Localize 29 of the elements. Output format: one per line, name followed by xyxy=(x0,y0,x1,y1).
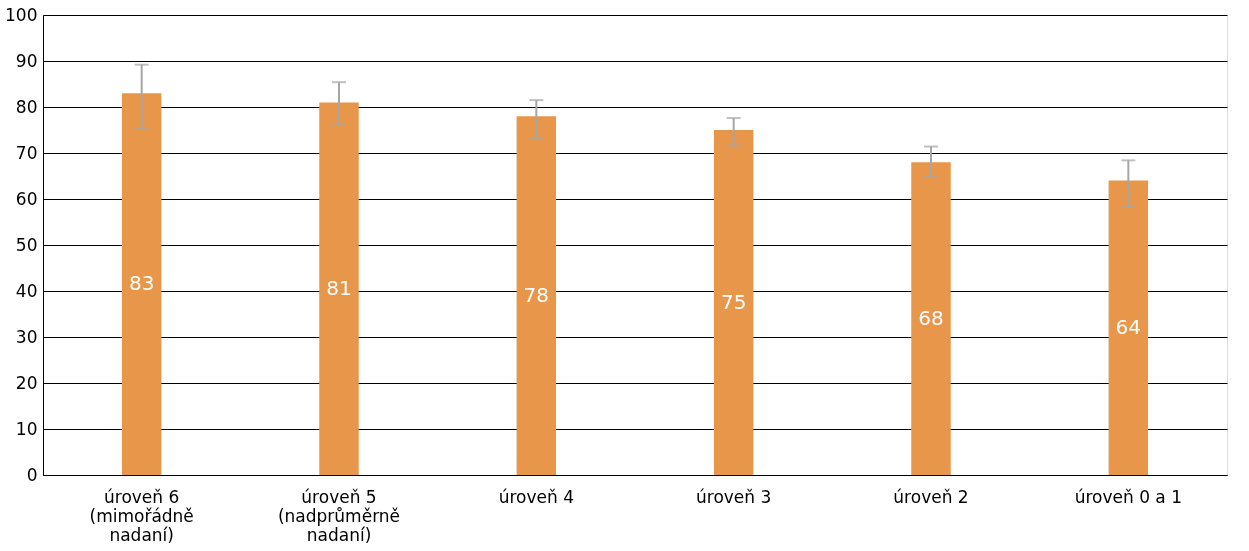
x-tick-label: úroveň 2 xyxy=(893,486,969,507)
data-label: 78 xyxy=(523,282,550,307)
y-tick-label: 90 xyxy=(15,50,38,71)
y-tick-label: 50 xyxy=(15,234,38,255)
y-tick-label: 30 xyxy=(15,326,38,347)
bar xyxy=(121,93,162,475)
bar xyxy=(516,116,557,475)
data-label: 64 xyxy=(1115,314,1142,339)
y-tick-label: 40 xyxy=(15,280,38,301)
bar xyxy=(1108,180,1149,475)
bar xyxy=(713,130,754,475)
y-tick-label: 100 xyxy=(5,4,38,25)
bar xyxy=(911,162,951,475)
data-label: 75 xyxy=(720,289,747,314)
x-tick-label: úroveň 6 (mimořádně nadaní) xyxy=(89,486,194,545)
x-tick-label: úroveň 3 xyxy=(696,486,772,507)
y-tick-label: 70 xyxy=(15,142,38,163)
y-tick-label: 0 xyxy=(26,464,38,485)
y-tick-label: 60 xyxy=(15,188,38,209)
y-tick-label: 80 xyxy=(15,96,38,117)
x-tick-label: úroveň 4 xyxy=(498,486,574,507)
x-tick-label: úroveň 0 a 1 xyxy=(1074,486,1183,507)
data-label: 81 xyxy=(326,275,352,300)
y-tick-label: 10 xyxy=(15,418,38,439)
data-label: 68 xyxy=(918,305,944,330)
y-tick-label: 20 xyxy=(15,372,38,393)
bar xyxy=(319,102,359,475)
data-label: 83 xyxy=(128,271,155,296)
x-tick-label: úroveň 5 (nadprůměrně nadaní) xyxy=(277,486,401,545)
